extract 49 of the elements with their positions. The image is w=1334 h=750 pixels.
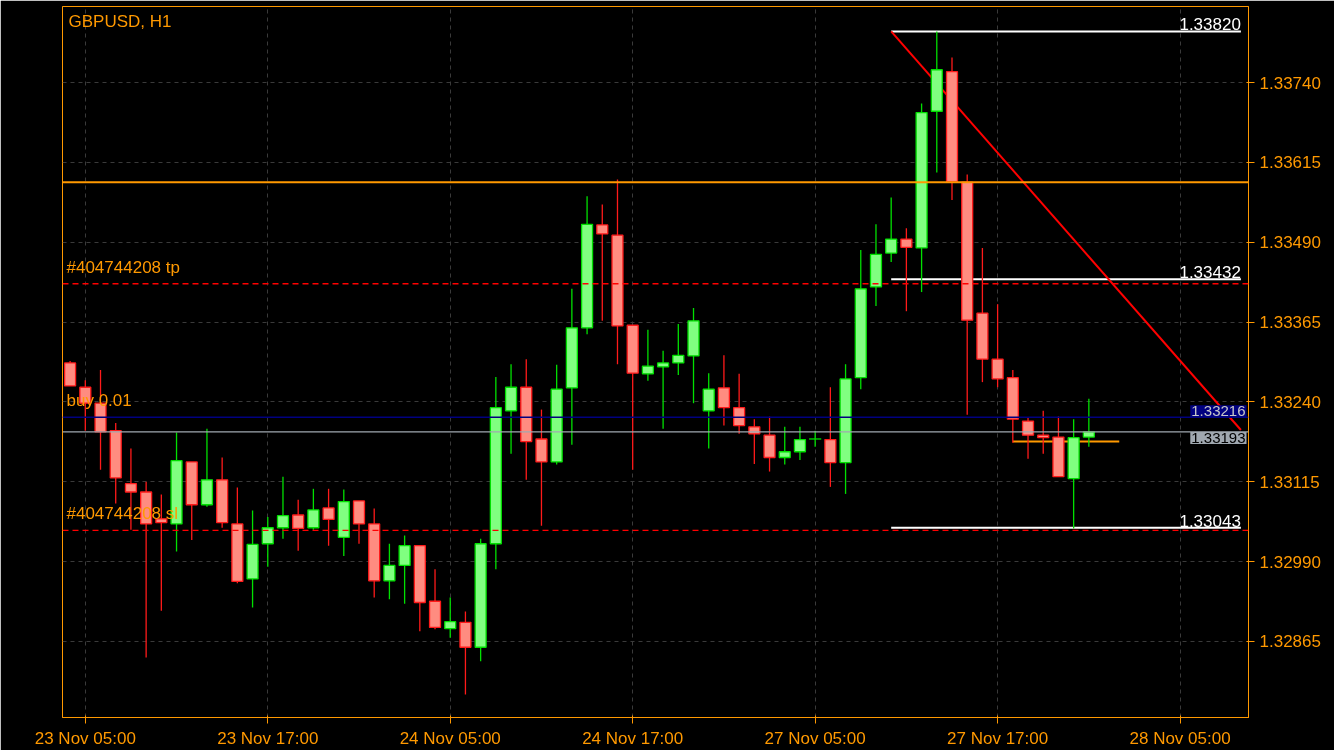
y-tick-label: 1.32990: [1259, 552, 1321, 572]
candlestick: [672, 323, 685, 376]
annotation: 1.33193: [1191, 428, 1246, 446]
candlestick: [535, 408, 548, 527]
candlestick: [991, 303, 1004, 388]
y-tick-label: 1.33365: [1259, 313, 1321, 333]
y-tick-label: 1.33240: [1259, 392, 1321, 412]
candlestick: [292, 499, 305, 552]
x-tick-label: 28 Nov 05:00: [1129, 728, 1231, 748]
candlestick: [885, 196, 898, 263]
candlestick: [398, 534, 411, 605]
data-label: 1.33432: [1179, 263, 1241, 283]
candlestick: [824, 386, 837, 488]
data-label: 1.33043: [1179, 511, 1241, 531]
candlestick: [307, 488, 320, 531]
data-label: 1.33820: [1179, 15, 1241, 35]
candlestick: [352, 500, 366, 545]
x-tick-label: 23 Nov 05:00: [34, 728, 136, 748]
candlestick: [322, 488, 335, 547]
y-tick-label: 1.33615: [1259, 153, 1321, 173]
candlestick: [383, 543, 396, 600]
annotation: 1.33216: [1191, 402, 1246, 420]
y-tick-label: 1.32865: [1259, 632, 1321, 652]
candlestick: [733, 373, 746, 435]
candlestick: [63, 360, 77, 387]
y-tick-label: 1.33115: [1259, 472, 1320, 492]
candlestick: [276, 476, 290, 540]
candlestick: [596, 203, 609, 322]
ref-line-label: #404744208 tp: [66, 257, 180, 277]
candlestick: [261, 516, 274, 568]
x-tick-label: 24 Nov 05:00: [399, 728, 501, 748]
chart-title: GBPUSD, H1: [68, 11, 172, 31]
x-tick-label: 23 Nov 17:00: [217, 728, 319, 748]
y-tick-label: 1.33740: [1259, 73, 1321, 93]
x-tick-label: 27 Nov 05:00: [764, 728, 866, 748]
candlestick: [444, 596, 457, 639]
y-tick-label: 1.33490: [1259, 233, 1321, 253]
candlestick: [504, 363, 518, 455]
candlestick: [717, 354, 731, 427]
candlestick: [1021, 417, 1035, 460]
candlestick: [656, 350, 670, 430]
x-tick-label: 27 Nov 17:00: [947, 728, 1049, 748]
candlestick: [778, 426, 791, 466]
candlestick: [793, 426, 807, 461]
candlestick: [900, 227, 913, 312]
candlestick: [1037, 410, 1050, 455]
candlestick: [702, 372, 715, 450]
x-tick-label: 24 Nov 17:00: [582, 728, 684, 748]
candlestick: [763, 415, 776, 473]
